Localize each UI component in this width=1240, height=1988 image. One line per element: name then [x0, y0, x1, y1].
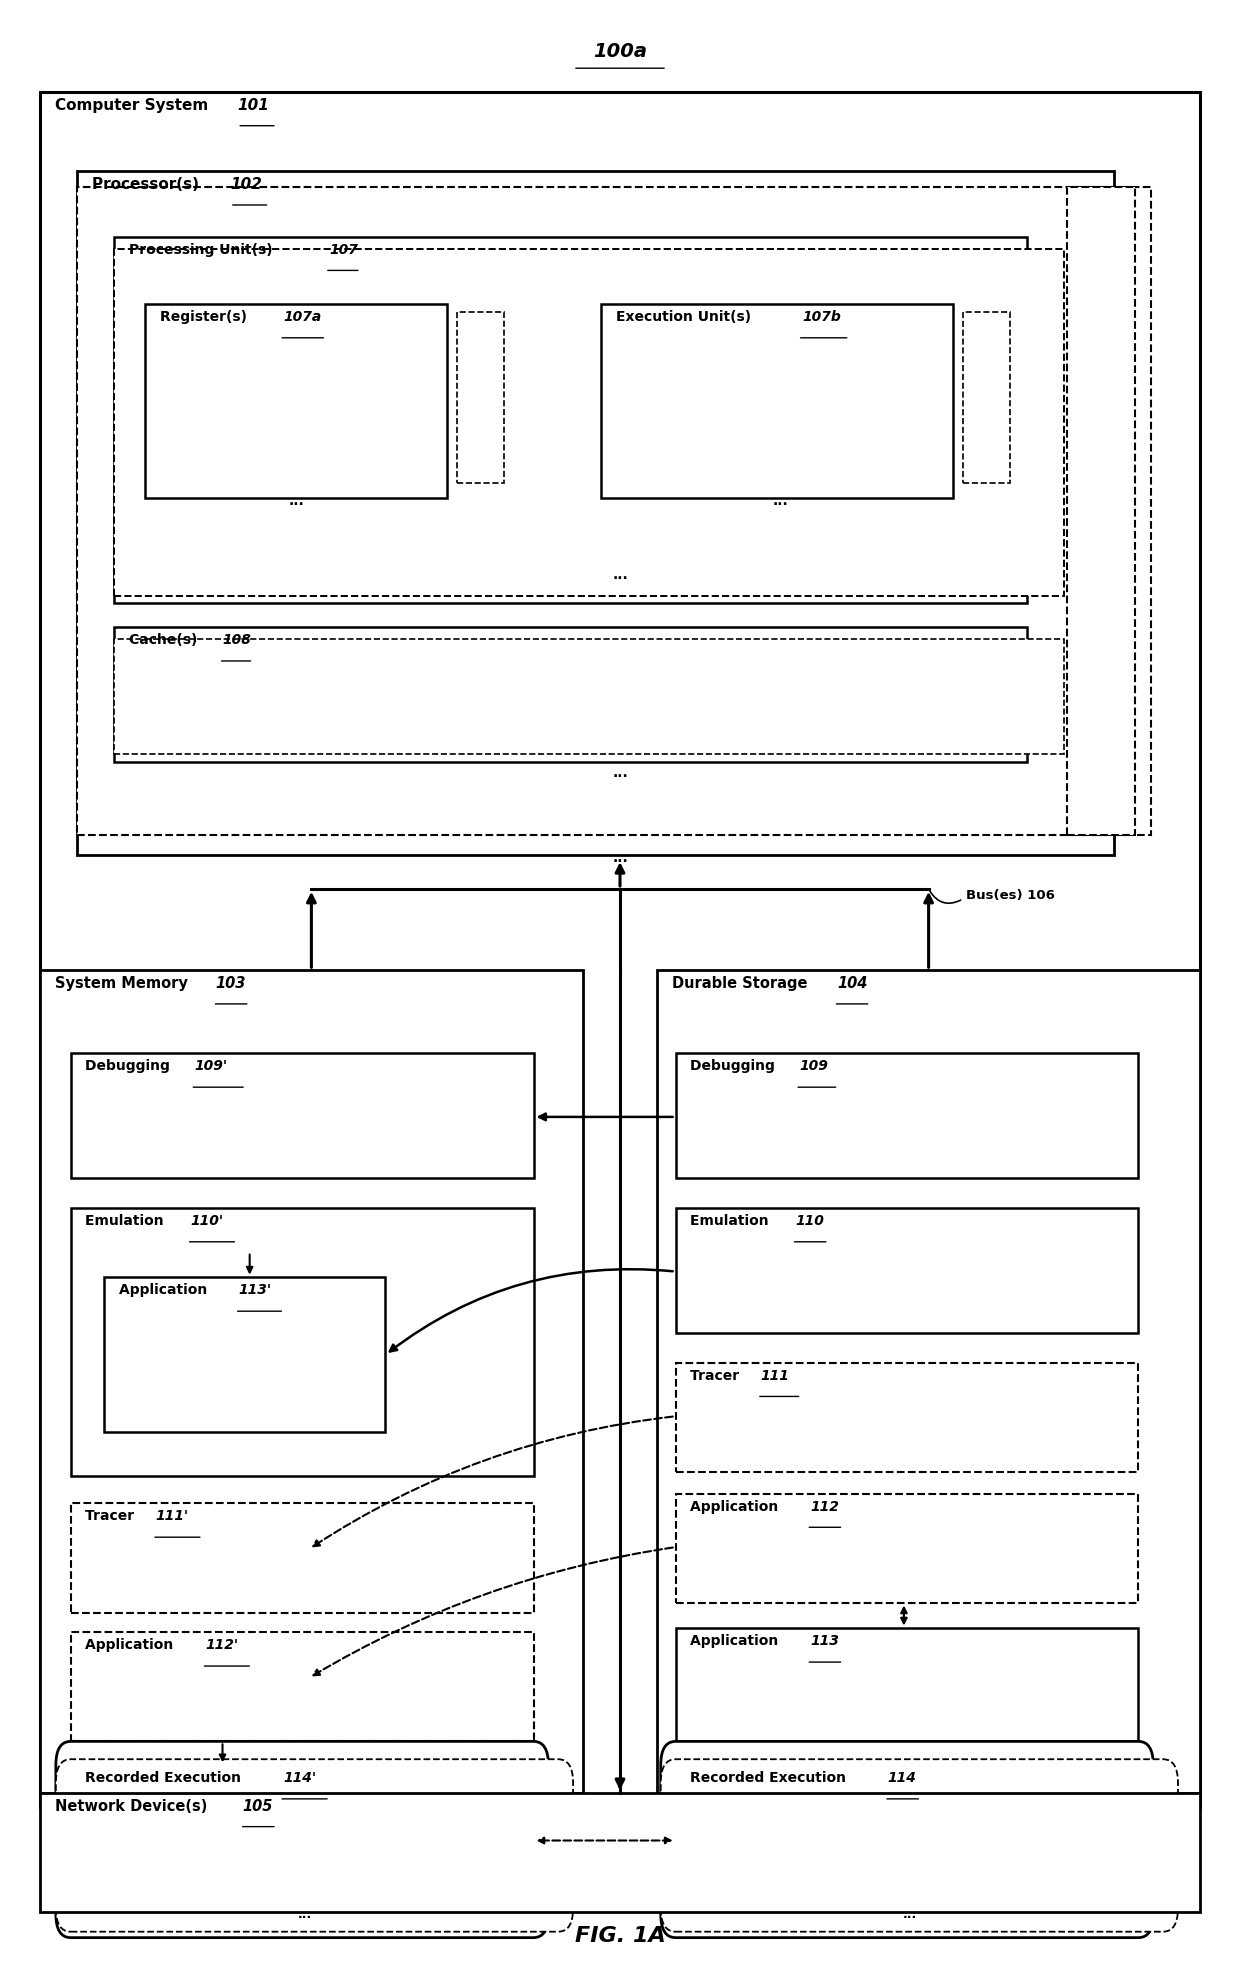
Text: 112: 112	[810, 1499, 839, 1513]
Text: 114': 114'	[283, 1771, 316, 1785]
FancyBboxPatch shape	[676, 1209, 1138, 1334]
Text: Processing Unit(s): Processing Unit(s)	[129, 243, 278, 256]
FancyBboxPatch shape	[40, 1793, 1200, 1912]
Text: Application: Application	[691, 1634, 784, 1648]
Text: ...: ...	[289, 495, 305, 509]
Text: FIG. 1A: FIG. 1A	[574, 1926, 666, 1946]
FancyBboxPatch shape	[104, 1278, 386, 1431]
Text: Recorded Execution: Recorded Execution	[691, 1771, 851, 1785]
Text: ...: ...	[903, 1908, 918, 1920]
FancyBboxPatch shape	[56, 1759, 573, 1932]
Text: Computer System: Computer System	[55, 97, 213, 113]
Text: Debugging: Debugging	[86, 1060, 175, 1074]
Text: 111': 111'	[156, 1509, 188, 1523]
Text: ...: ...	[773, 495, 789, 509]
Text: Cache(s): Cache(s)	[129, 634, 202, 648]
Text: 100a: 100a	[593, 42, 647, 62]
FancyBboxPatch shape	[114, 237, 1028, 604]
FancyBboxPatch shape	[114, 628, 1028, 761]
FancyBboxPatch shape	[114, 640, 1064, 753]
Text: Network Device(s): Network Device(s)	[55, 1799, 212, 1813]
Text: 110': 110'	[191, 1215, 223, 1229]
Text: 105: 105	[242, 1799, 273, 1813]
FancyBboxPatch shape	[1066, 187, 1135, 835]
Text: Application: Application	[86, 1638, 179, 1652]
FancyBboxPatch shape	[77, 171, 1114, 855]
Text: ...: ...	[613, 569, 627, 582]
Text: Application: Application	[691, 1499, 784, 1513]
FancyBboxPatch shape	[40, 91, 1200, 1807]
FancyBboxPatch shape	[657, 970, 1200, 1793]
FancyBboxPatch shape	[71, 1632, 533, 1741]
Text: Register(s): Register(s)	[160, 310, 252, 324]
FancyBboxPatch shape	[601, 304, 954, 499]
Text: 101: 101	[237, 97, 269, 113]
FancyBboxPatch shape	[676, 1493, 1138, 1602]
Text: ...: ...	[613, 765, 627, 779]
Text: Processor(s): Processor(s)	[92, 177, 203, 193]
Text: Execution Unit(s): Execution Unit(s)	[616, 310, 756, 324]
FancyBboxPatch shape	[661, 1741, 1153, 1938]
Text: Recorded Execution: Recorded Execution	[86, 1771, 247, 1785]
FancyBboxPatch shape	[676, 1054, 1138, 1179]
Text: System Memory: System Memory	[55, 976, 192, 992]
FancyBboxPatch shape	[56, 1741, 548, 1938]
Text: 104: 104	[837, 976, 868, 992]
FancyBboxPatch shape	[963, 312, 1011, 483]
Text: Bus(es) 106: Bus(es) 106	[966, 889, 1054, 903]
FancyBboxPatch shape	[676, 1362, 1138, 1471]
Text: 113': 113'	[238, 1284, 272, 1298]
Text: 109': 109'	[195, 1060, 227, 1074]
FancyBboxPatch shape	[77, 187, 1151, 835]
Text: 107: 107	[330, 243, 358, 256]
Text: Durable Storage: Durable Storage	[672, 976, 812, 992]
Text: 107b: 107b	[802, 310, 842, 324]
Text: 112': 112'	[206, 1638, 238, 1652]
Text: 111: 111	[760, 1368, 790, 1384]
Text: 113: 113	[810, 1634, 839, 1648]
FancyBboxPatch shape	[676, 1628, 1138, 1753]
Text: Debugging: Debugging	[691, 1060, 780, 1074]
FancyBboxPatch shape	[40, 970, 583, 1793]
Text: 110: 110	[795, 1215, 825, 1229]
FancyBboxPatch shape	[71, 1054, 533, 1179]
Text: Application: Application	[119, 1284, 212, 1298]
FancyBboxPatch shape	[71, 1503, 533, 1612]
Text: 107a: 107a	[283, 310, 321, 324]
Text: Emulation: Emulation	[691, 1215, 774, 1229]
FancyBboxPatch shape	[661, 1759, 1178, 1932]
FancyBboxPatch shape	[145, 304, 448, 499]
Text: ...: ...	[298, 1908, 312, 1920]
FancyBboxPatch shape	[458, 312, 503, 483]
Text: 109: 109	[799, 1060, 828, 1074]
Text: 103: 103	[215, 976, 246, 992]
Text: ...: ...	[613, 851, 627, 865]
FancyBboxPatch shape	[114, 248, 1064, 596]
Text: 114: 114	[888, 1771, 916, 1785]
Text: Tracer: Tracer	[691, 1368, 744, 1384]
Text: 102: 102	[229, 177, 262, 193]
Text: Emulation: Emulation	[86, 1215, 169, 1229]
Text: 108: 108	[222, 634, 252, 648]
Text: Tracer: Tracer	[86, 1509, 139, 1523]
FancyBboxPatch shape	[71, 1209, 533, 1475]
